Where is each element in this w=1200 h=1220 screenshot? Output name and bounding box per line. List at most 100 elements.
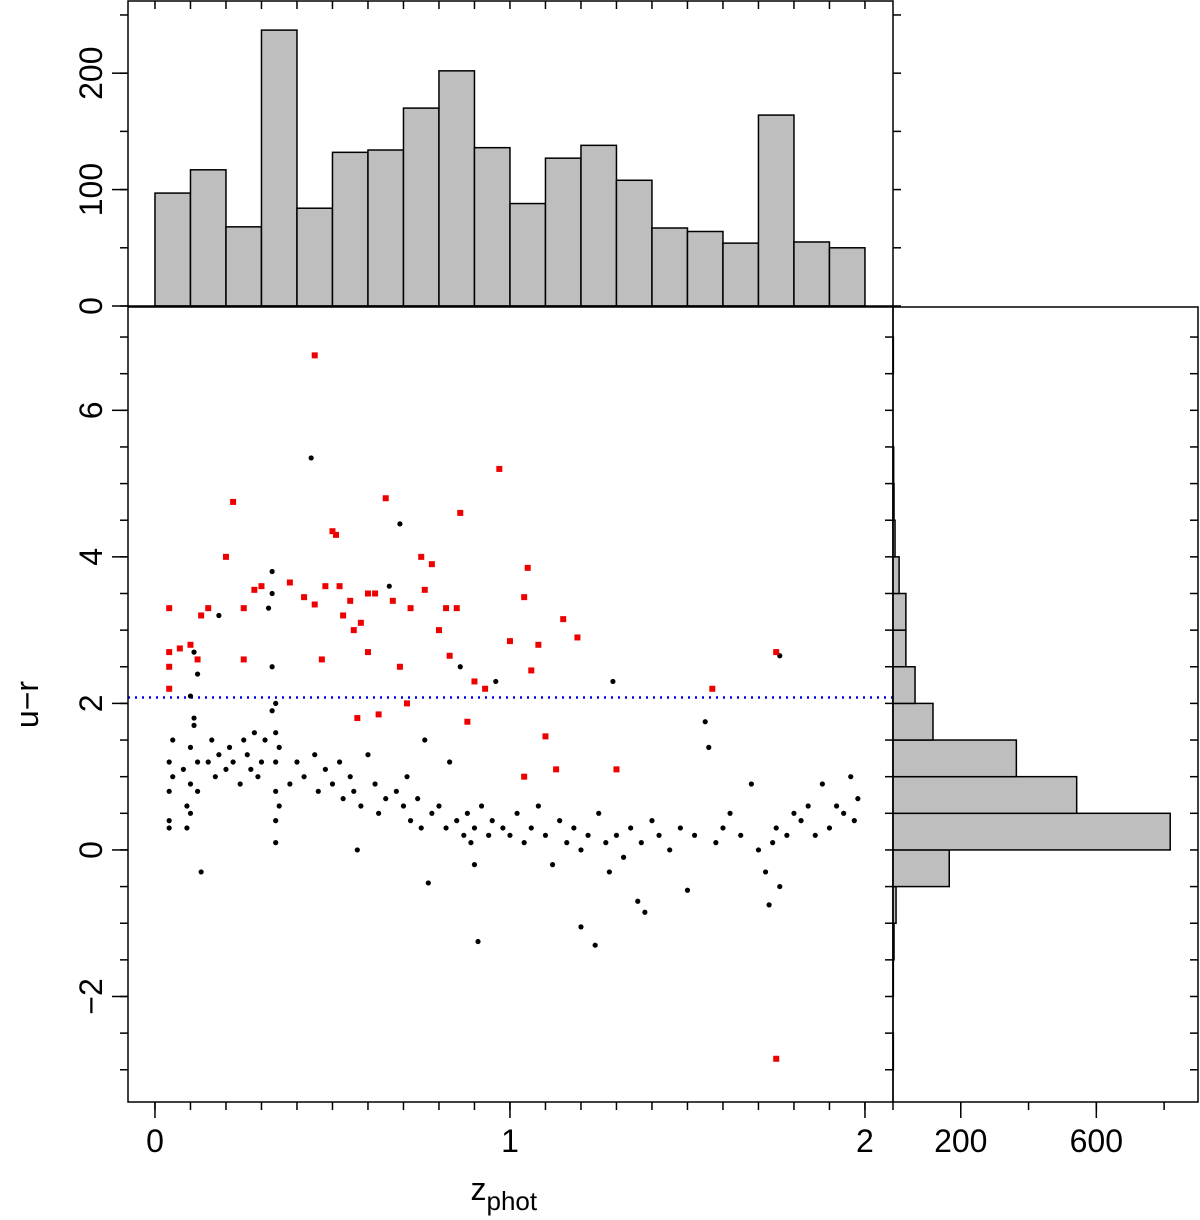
point bbox=[336, 759, 343, 765]
point bbox=[375, 711, 382, 718]
point bbox=[230, 759, 236, 765]
point bbox=[564, 840, 570, 846]
point bbox=[773, 1055, 780, 1062]
point bbox=[269, 568, 275, 575]
point bbox=[358, 803, 364, 809]
y-tick-label: −2 bbox=[73, 978, 109, 1014]
point bbox=[557, 818, 563, 824]
point bbox=[198, 869, 204, 875]
hist-bar bbox=[793, 241, 831, 307]
point bbox=[251, 586, 258, 593]
point bbox=[383, 796, 389, 802]
x-tick-label: 200 bbox=[934, 1123, 987, 1159]
point bbox=[350, 627, 357, 634]
point bbox=[364, 649, 371, 656]
point bbox=[372, 590, 379, 597]
point bbox=[194, 671, 201, 677]
point bbox=[389, 597, 396, 604]
point bbox=[464, 718, 471, 725]
hist-bar bbox=[651, 227, 689, 307]
point bbox=[365, 752, 371, 758]
x-axis-label: zphot bbox=[471, 1171, 538, 1216]
point bbox=[258, 583, 265, 590]
point bbox=[667, 847, 673, 853]
point bbox=[478, 803, 485, 809]
hist-bar bbox=[402, 107, 440, 307]
point bbox=[709, 685, 716, 692]
point bbox=[489, 818, 495, 824]
point bbox=[574, 634, 581, 641]
point bbox=[393, 788, 399, 794]
point bbox=[528, 667, 535, 674]
point bbox=[329, 781, 336, 787]
point bbox=[506, 638, 513, 645]
point bbox=[237, 781, 243, 787]
point bbox=[194, 656, 201, 663]
point bbox=[447, 759, 453, 765]
point bbox=[318, 656, 325, 663]
point bbox=[273, 730, 279, 736]
x-tick-label: 0 bbox=[146, 1123, 164, 1159]
point bbox=[500, 825, 506, 831]
point bbox=[482, 685, 489, 692]
point bbox=[720, 825, 726, 831]
point bbox=[812, 832, 818, 838]
point bbox=[273, 840, 279, 846]
hist-bar bbox=[189, 169, 227, 307]
hist-bar bbox=[722, 242, 760, 307]
point bbox=[170, 774, 176, 780]
point bbox=[571, 825, 577, 831]
point bbox=[435, 627, 442, 634]
point bbox=[209, 737, 215, 743]
point bbox=[628, 825, 634, 831]
point bbox=[404, 700, 411, 707]
point bbox=[198, 612, 205, 619]
point bbox=[468, 840, 474, 846]
y-tick-label: 2 bbox=[73, 695, 109, 713]
point bbox=[549, 861, 556, 868]
point bbox=[333, 531, 340, 538]
point bbox=[294, 759, 300, 765]
hist-bar bbox=[892, 775, 1078, 815]
point bbox=[205, 759, 211, 765]
x-axis-label-main: z bbox=[471, 1171, 487, 1207]
point bbox=[241, 737, 247, 743]
point bbox=[273, 700, 279, 707]
point bbox=[493, 678, 499, 685]
point bbox=[166, 818, 172, 824]
point bbox=[166, 649, 173, 656]
y-tick-label: 200 bbox=[73, 46, 109, 99]
point bbox=[205, 605, 212, 612]
hist-bar bbox=[367, 149, 405, 307]
point bbox=[269, 664, 275, 670]
panel-frame bbox=[127, 306, 894, 1103]
point bbox=[777, 883, 783, 890]
point bbox=[322, 766, 328, 772]
point bbox=[521, 594, 528, 601]
point bbox=[514, 810, 520, 816]
point bbox=[191, 649, 197, 655]
hist-bar bbox=[154, 192, 192, 307]
point bbox=[418, 553, 425, 560]
point bbox=[691, 832, 698, 838]
point bbox=[486, 832, 492, 838]
point bbox=[833, 803, 840, 809]
point bbox=[461, 832, 467, 838]
point bbox=[311, 601, 318, 608]
point bbox=[521, 840, 527, 846]
point bbox=[364, 590, 371, 597]
point bbox=[396, 663, 403, 670]
hist-bar bbox=[828, 247, 866, 307]
point bbox=[407, 818, 414, 824]
point bbox=[727, 810, 733, 816]
hist-bar bbox=[892, 666, 916, 705]
hist-bar bbox=[757, 114, 795, 307]
point bbox=[713, 840, 719, 846]
hist-bar bbox=[892, 556, 900, 595]
point bbox=[784, 832, 790, 838]
point bbox=[677, 825, 683, 831]
point bbox=[422, 737, 428, 743]
point bbox=[620, 854, 627, 860]
hist-bar bbox=[296, 207, 334, 307]
